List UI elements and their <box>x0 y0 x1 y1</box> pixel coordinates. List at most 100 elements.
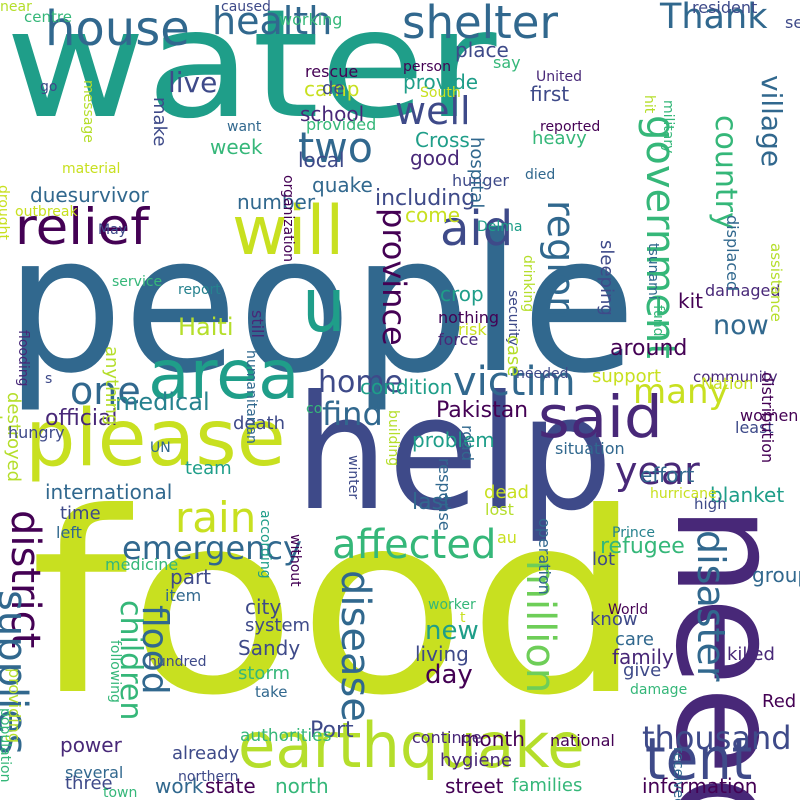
cloud-word: assistance <box>767 243 785 322</box>
cloud-word: hit <box>641 95 657 114</box>
cloud-word: sleeping <box>596 240 617 316</box>
cloud-word: food <box>30 459 644 750</box>
cloud-word: affected <box>332 522 497 568</box>
cloud-word: several <box>65 763 124 782</box>
cloud-word: country <box>708 115 743 230</box>
cloud-word: rescue <box>305 62 359 81</box>
cloud-word: disease <box>332 570 378 722</box>
cloud-word: well <box>395 89 471 133</box>
cloud-word: medical <box>115 388 210 416</box>
cloud-word: refugee <box>600 534 685 559</box>
cloud-word: person <box>403 59 451 75</box>
cloud-word: want <box>227 119 262 135</box>
cloud-word: Nation <box>701 374 754 393</box>
cloud-word: anything <box>101 346 122 426</box>
cloud-word: road <box>458 425 477 461</box>
cloud-word: medicine <box>105 555 179 574</box>
cloud-word: lost <box>485 500 514 519</box>
cloud-word: still <box>248 310 267 338</box>
cloud-word: Thank <box>660 0 768 37</box>
cloud-word: distribution <box>758 372 777 464</box>
cloud-word: earthquake <box>238 709 585 782</box>
cloud-word: region <box>539 200 583 321</box>
cloud-word: provided <box>306 115 377 134</box>
cloud-word: victim <box>453 359 576 405</box>
cloud-word: material <box>62 161 121 177</box>
cloud-word: dead <box>484 482 529 503</box>
cloud-word: power <box>60 733 122 757</box>
cloud-word: many <box>633 372 729 412</box>
cloud-word: new <box>425 616 479 646</box>
cloud-word: area <box>148 336 300 415</box>
cloud-word: team <box>185 458 232 479</box>
cloud-word: north <box>275 774 329 798</box>
cloud-word: time <box>60 503 101 524</box>
cloud-word: send <box>785 13 800 32</box>
cloud-word: hunger <box>452 171 509 190</box>
cloud-word: damage <box>630 682 688 698</box>
cloud-word: give <box>623 660 662 681</box>
cloud-word: people <box>5 194 637 415</box>
cloud-word: item <box>165 586 202 605</box>
cloud-word: au <box>497 528 517 547</box>
cloud-word: received <box>670 747 686 800</box>
cloud-word: part <box>170 565 212 589</box>
cloud-word: already <box>172 743 240 764</box>
cloud-word: help <box>295 362 613 546</box>
cloud-word: town <box>103 785 138 800</box>
cloud-word: living <box>415 642 469 666</box>
cloud-word: will <box>232 192 345 271</box>
cloud-word: group <box>752 563 800 587</box>
cloud-word: work <box>155 774 204 798</box>
cloud-word: following <box>107 640 123 703</box>
cloud-word: crop <box>440 282 484 306</box>
cloud-word: blanket <box>710 483 785 507</box>
cloud-word: know <box>590 609 638 630</box>
cloud-word: u <box>302 261 346 349</box>
cloud-word: day <box>425 660 473 690</box>
cloud-word: problem <box>412 428 495 452</box>
cloud-word: case <box>503 335 524 377</box>
cloud-word: World <box>608 602 649 618</box>
cloud-word: working <box>279 10 343 29</box>
cloud-word: left <box>56 523 82 542</box>
cloud-word: live <box>168 66 218 99</box>
cloud-word: heavy <box>532 128 587 149</box>
cloud-word: take <box>255 683 288 701</box>
cloud-word: around <box>610 336 688 361</box>
cloud-word: hospital <box>466 137 487 209</box>
cloud-word: reported <box>540 119 601 135</box>
cloud-word: Sandy <box>238 636 301 660</box>
cloud-word: said <box>538 383 663 451</box>
cloud-word: t <box>460 610 466 626</box>
cloud-word: aid <box>440 201 514 257</box>
cloud-word: emergency <box>122 529 302 567</box>
cloud-word: kit <box>678 289 703 313</box>
cloud-word: water <box>5 0 497 152</box>
cloud-word: drought <box>0 185 11 241</box>
cloud-word: South <box>420 85 461 101</box>
cloud-word: one <box>70 369 141 413</box>
cloud-word: situation <box>555 439 625 458</box>
cloud-word: died <box>525 167 556 183</box>
cloud-word: flood <box>134 605 175 695</box>
cloud-word: quake <box>312 173 373 197</box>
cloud-word: village <box>755 75 788 168</box>
cloud-word: month <box>460 727 525 751</box>
cloud-word: Port <box>310 718 354 743</box>
cloud-word: official <box>45 406 118 431</box>
cloud-word: come <box>405 203 461 227</box>
cloud-word: military <box>660 100 676 154</box>
cloud-word: resident <box>692 0 758 17</box>
cloud-word: damaged <box>705 281 781 300</box>
cloud-word: hungry <box>8 423 65 442</box>
cloud-word: de <box>322 78 345 99</box>
cloud-word: co <box>306 401 323 417</box>
cloud-word: response <box>435 458 454 531</box>
cloud-word: caused <box>221 0 271 15</box>
cloud-word: camp <box>304 77 360 101</box>
cloud-word: number <box>237 190 316 214</box>
cloud-word: Haiti <box>178 313 234 341</box>
cloud-word: disaster <box>689 530 733 682</box>
cloud-word: go <box>40 79 58 95</box>
